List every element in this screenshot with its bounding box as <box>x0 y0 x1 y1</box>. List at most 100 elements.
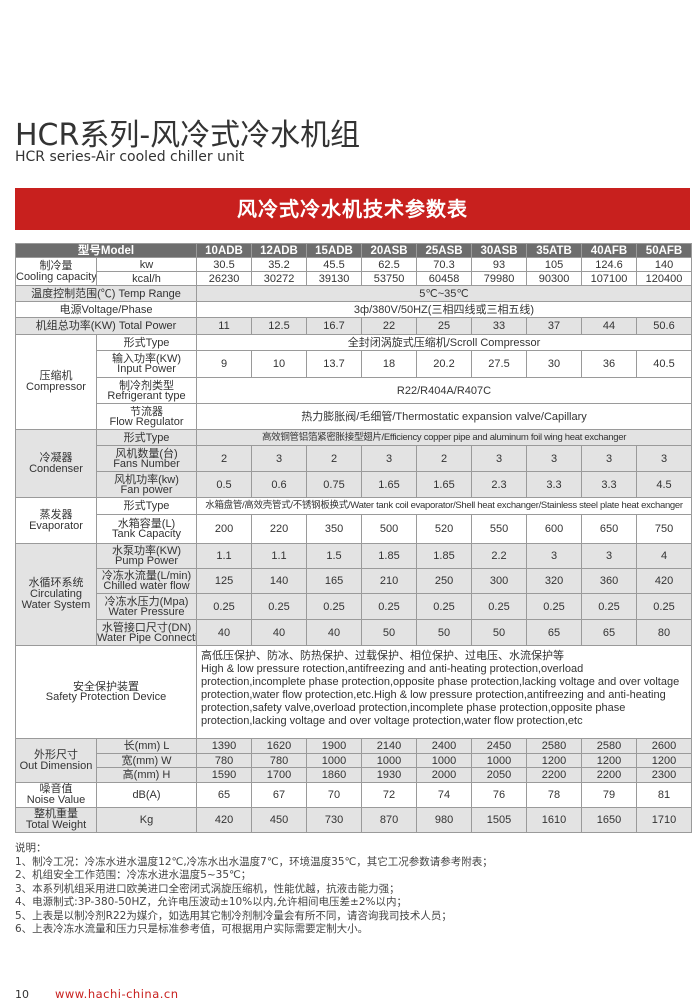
value-cell: 1.85 <box>361 543 418 569</box>
label-line: Fan power <box>120 483 173 496</box>
value-cell: 2 <box>416 445 473 472</box>
row-label: 节流器 Flow Regulator <box>95 403 198 430</box>
value-cell: 0.25 <box>471 593 528 620</box>
label-line: Compressor <box>26 381 86 393</box>
value-cell: 76 <box>471 782 528 808</box>
value-cell: 1200 <box>636 753 693 768</box>
model-name-25asb: 25ASB <box>416 243 473 258</box>
value-cell: 65 <box>196 782 253 808</box>
value-cell: 1000 <box>361 753 418 768</box>
spanned-value: 高效铜管铝箔紧密胀接型翅片/Efficiency copper pipe and… <box>196 429 693 446</box>
value-cell: 37 <box>526 317 583 335</box>
website-link[interactable]: www.hachi-china.cn <box>55 987 179 1001</box>
value-cell: 9 <box>196 350 253 378</box>
value-cell: 2 <box>196 445 253 472</box>
label-line: Water Pipe Connection <box>97 631 196 644</box>
value-cell: 25 <box>416 317 473 335</box>
spanned-value: 5℃~35℃ <box>196 285 693 302</box>
value-cell: 1620 <box>251 738 308 754</box>
value-cell: 50.6 <box>636 317 693 335</box>
value-cell: 50 <box>416 619 473 646</box>
spanned-value: 水箱盘管/高效壳管式/不锈钢板换式/Water tank coil evapor… <box>196 497 693 515</box>
value-cell: 3 <box>581 543 638 569</box>
value-cell: 780 <box>251 753 308 768</box>
label-line: 宽(mm) W <box>121 754 172 767</box>
table-row: 电源Voltage/Phase 3ф/380V/50HZ(三相四线或三相五线) <box>14 301 693 318</box>
row-label: 冷冻水压力(Mpa) Water Pressure <box>95 593 198 620</box>
table-row: 冷凝器 Condenser 形式Type 高效铜管铝箔紧密胀接型翅片/Efficien… <box>15 429 693 498</box>
row-label: 电源Voltage/Phase <box>14 301 198 318</box>
table-row: 外形尺寸 Out Dimension 长(mm) L 1390 1620 1900 2140… <box>15 738 693 783</box>
value-cell: 3.3 <box>526 471 583 498</box>
label-line: Condenser <box>29 462 83 475</box>
table-row: 风机功率(kw) Fan power 0.5 0.6 0.75 1.65 1.65 2.3 3.… <box>16 471 693 498</box>
value-cell: 40.5 <box>636 350 693 378</box>
row-label: 温度控制范围(℃) Temp Range <box>14 285 198 302</box>
table-row: 温度控制范围(℃) Temp Range 5℃~35℃ <box>14 285 693 302</box>
value-cell: 250 <box>416 568 473 594</box>
notes-heading: 说明： <box>15 842 47 854</box>
value-cell: 210 <box>361 568 418 594</box>
value-cell: 0.75 <box>306 471 363 498</box>
value-cell: 1610 <box>526 807 583 833</box>
value-cell: 20.2 <box>416 350 473 378</box>
row-label: kcal/h <box>95 271 198 286</box>
label-line: 风机功率(kw) <box>114 473 179 486</box>
value-cell: 1.65 <box>361 471 418 498</box>
value-cell: 870 <box>361 807 418 833</box>
row-label: kw <box>95 257 198 272</box>
row-label: 风机数量(台) Fans Number <box>95 445 198 472</box>
value-cell: 107100 <box>581 271 638 286</box>
value-cell: 3 <box>471 445 528 472</box>
table-row: 蒸发器 Evaporator 形式Type 水箱盘管/高效壳管式/不锈钢板换式/Wat… <box>15 497 693 544</box>
value-cell: 22 <box>361 317 418 335</box>
table-row: 机组总功率(KW) Total Power 11 12.5 16.7 22 25 33 37 4… <box>14 317 693 335</box>
row-label: Kg <box>95 807 198 833</box>
model-name-10adb: 10ADB <box>196 243 253 258</box>
label-line: 冷冻水压力(Mpa) <box>104 595 189 608</box>
value-cell: 2450 <box>471 738 528 754</box>
label-line: Flow Regulator <box>109 415 184 428</box>
row-label: 风机功率(kw) Fan power <box>95 471 198 498</box>
note-item: 6、上表冷冻水流量和压力只是标准参考值，可根据用户实际需要定制大小。 <box>15 923 369 935</box>
value-cell: 60458 <box>416 271 473 286</box>
spanned-value: 热力膨胀阀/毛细管/Thermostatic expansion valve/C… <box>196 403 693 430</box>
label-line: 压缩机 <box>39 370 73 382</box>
value-cell: 4 <box>636 543 693 569</box>
row-label: 长(mm) L <box>95 738 198 754</box>
label-line: 水泵功率(KW) <box>111 545 182 557</box>
value-cell: 1590 <box>196 767 253 783</box>
model-name-30asb: 30ASB <box>471 243 528 258</box>
value-cell: 16.7 <box>306 317 363 335</box>
value-cell: 1700 <box>251 767 308 783</box>
value-cell: 0.25 <box>361 593 418 620</box>
value-cell: 2050 <box>471 767 528 783</box>
label-line: 安全保护装置 <box>73 681 139 693</box>
value-cell: 50 <box>471 619 528 646</box>
row-label: 水箱容量(L) Tank Capacity <box>95 514 198 544</box>
value-cell: 3 <box>636 445 693 472</box>
value-cell: 0.25 <box>581 593 638 620</box>
table-header-row: 型号Model 10ADB 12ADB 15ADB 20ASB 25ASB 30ASB 35A… <box>14 243 693 258</box>
value-cell: 80 <box>636 619 693 646</box>
value-cell: 0.25 <box>636 593 693 620</box>
label-line: Out Dimension <box>19 759 93 772</box>
label-line: 机组总功率(KW) Total Power <box>35 320 177 332</box>
table-row: 制冷量 Cooling capacity kw 30.5 35.2 45.5 62.5 70.… <box>15 257 693 286</box>
section-banner: 风冷式冷水机技术参数表 <box>15 188 690 230</box>
table-row: 冷冻水流量(L/min) Chilled water flow 125 140 165 2… <box>16 568 693 594</box>
label-line: 噪音值 <box>39 783 73 795</box>
value-cell: 220 <box>251 514 308 544</box>
page-title: HCR系列-风冷式冷水机组 <box>15 118 361 153</box>
row-label: 机组总功率(KW) Total Power <box>14 317 198 335</box>
value-cell: 40 <box>251 619 308 646</box>
group-label: 水循环系统 Circulating Water System <box>15 543 97 646</box>
value-cell: 35.2 <box>251 257 308 272</box>
safety-text: High & low pressure rotection,antifreezi… <box>201 663 680 727</box>
value-cell: 1390 <box>196 738 253 754</box>
label-line: 整机重量 <box>34 808 78 820</box>
value-cell: 1000 <box>471 753 528 768</box>
note-item: 1、制冷工况：冷冻水进水温度12℃,冷冻水出水温度7℃，环境温度35℃，其它工况… <box>15 855 493 868</box>
value-cell: 30 <box>526 350 583 378</box>
table-row: 压缩机 Compressor 形式Type 全封闭涡旋式压缩机/Scroll Comp… <box>15 334 693 430</box>
